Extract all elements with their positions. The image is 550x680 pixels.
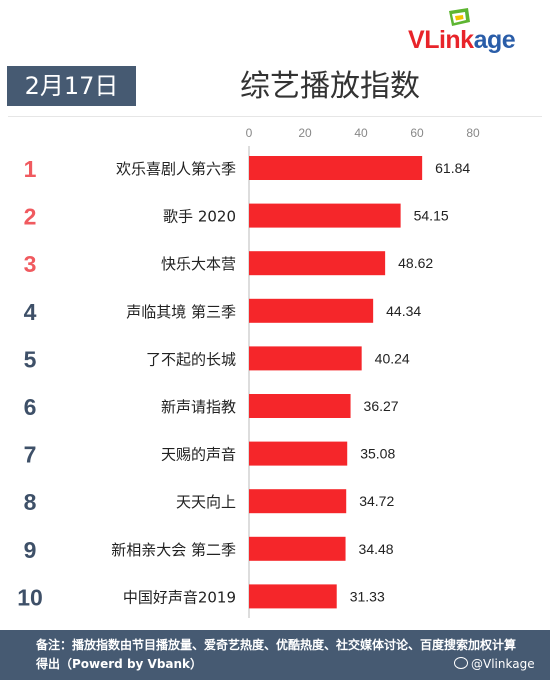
x-tick-label: 60 (410, 126, 424, 140)
logo-text-link: Link (424, 26, 474, 54)
category-label: 中国好声音2019 (123, 588, 236, 606)
weibo-handle-text: @Vlinkage (471, 657, 535, 671)
category-label: 了不起的长城 (146, 350, 236, 368)
value-label: 44.34 (386, 303, 421, 319)
rank-number: 2 (24, 204, 37, 230)
bar (249, 584, 337, 609)
bar (249, 346, 362, 371)
weibo-handle: @Vlinkage (454, 656, 535, 672)
category-label: 新相亲大会 第二季 (111, 541, 236, 559)
logo-text-v: V (408, 26, 425, 54)
chart-title: 综艺播放指数 (240, 69, 420, 104)
category-label: 声临其境 第三季 (126, 303, 236, 321)
rank-number: 3 (24, 251, 37, 277)
logo-mark-icon (449, 8, 470, 26)
rank-number: 4 (24, 299, 37, 325)
value-label: 40.24 (375, 350, 410, 366)
value-label: 54.15 (414, 208, 449, 224)
logo-text: VLinkage (408, 26, 516, 55)
x-tick-label: 40 (354, 126, 368, 140)
vlinkage-logo: VLinkage (408, 8, 538, 54)
date-badge: 2月17日 (7, 66, 136, 106)
category-label: 快乐大本营 (161, 255, 236, 273)
bar (249, 203, 401, 228)
rank-number: 6 (24, 394, 37, 420)
value-label: 34.72 (359, 493, 394, 509)
rank-number: 10 (17, 584, 43, 610)
x-tick-label: 80 (466, 126, 480, 140)
header-divider (8, 116, 542, 117)
rank-number: 7 (24, 442, 37, 468)
bar (249, 298, 374, 323)
bar-chart: 0 20 40 60 80 1 欢乐喜剧人第六季 61.84 2 歌手 2020 54.15 3 快乐大… (17, 126, 480, 618)
value-label: 31.33 (350, 588, 385, 604)
footer-bar: 备注：播放指数由节目播放量、爱奇艺热度、优酷热度、社交媒体讨论、百度搜索加权计算… (0, 630, 550, 680)
bar (249, 536, 346, 561)
weibo-icon (454, 657, 468, 669)
rank-number: 5 (24, 346, 37, 372)
category-label: 天赐的声音 (161, 446, 236, 464)
x-tick-label: 20 (298, 126, 312, 140)
category-label: 欢乐喜剧人第六季 (116, 160, 236, 178)
bar (249, 251, 386, 276)
logo-text-age: age (473, 26, 516, 54)
rank-number: 8 (24, 489, 37, 515)
category-label: 歌手 2020 (163, 208, 236, 226)
category-label: 新声请指教 (161, 398, 236, 416)
category-label: 天天向上 (176, 493, 236, 511)
rank-number: 9 (24, 537, 37, 563)
value-label: 36.27 (364, 398, 399, 414)
value-label: 35.08 (360, 446, 395, 462)
footer-note: 备注：播放指数由节目播放量、爱奇艺热度、优酷热度、社交媒体讨论、百度搜索加权计算… (36, 638, 517, 671)
bar (249, 156, 423, 180)
bar (249, 489, 347, 514)
value-label: 48.62 (398, 255, 433, 271)
value-label: 34.48 (359, 541, 394, 557)
rank-number: 1 (24, 156, 37, 182)
value-label: 61.84 (435, 160, 470, 176)
bar (249, 441, 348, 466)
x-tick-label: 0 (246, 126, 253, 140)
bar (249, 394, 351, 418)
